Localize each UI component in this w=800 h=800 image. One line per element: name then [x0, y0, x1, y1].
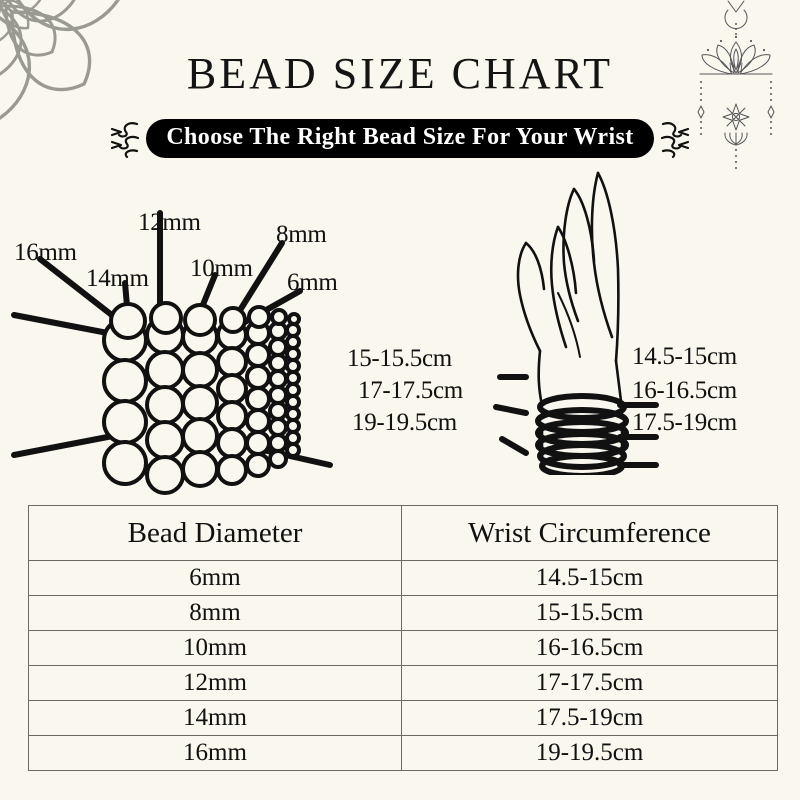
cell-bead-diameter: 12mm [28, 665, 402, 701]
cell-bead-diameter: 10mm [28, 630, 402, 666]
table-row: 10mm 16-16.5cm [28, 630, 778, 666]
bead-label-10mm: 10mm [190, 255, 253, 282]
wrist-label-left-15-15.5cm: 15-15.5cm [347, 345, 452, 372]
cell-bead-diameter: 8mm [28, 595, 402, 631]
table-row: 8mm 15-15.5cm [28, 595, 778, 631]
header-bead-diameter: Bead Diameter [28, 505, 402, 561]
flourish-left-icon [110, 118, 144, 159]
cell-wrist-circumference: 14.5-15cm [401, 560, 778, 596]
subtitle-text: Choose The Right Bead Size For Your Wris… [146, 118, 654, 158]
table-row: 6mm 14.5-15cm [28, 560, 778, 596]
cell-wrist-circumference: 16-16.5cm [401, 630, 778, 666]
hand-with-bracelets-illustration [516, 171, 659, 475]
bead-cluster-illustration [11, 210, 333, 495]
cell-wrist-circumference: 17-17.5cm [401, 665, 778, 701]
subtitle-banner: Choose The Right Bead Size For Your Wris… [0, 115, 800, 161]
page-title: BEAD SIZE CHART [186, 49, 614, 98]
cell-wrist-circumference: 15-15.5cm [401, 595, 778, 631]
wrist-label-right-14.5-15cm: 14.5-15cm [632, 343, 737, 370]
cell-bead-diameter: 14mm [28, 700, 402, 736]
table-row: 12mm 17-17.5cm [28, 665, 778, 701]
table-row: 14mm 17.5-19cm [28, 700, 778, 736]
wrist-label-left-19-19.5cm: 19-19.5cm [352, 409, 457, 436]
bead-label-6mm: 6mm [287, 269, 338, 296]
bead-label-8mm: 8mm [276, 221, 327, 248]
wrist-left-leader-lines [493, 374, 529, 456]
flourish-right-icon [656, 118, 690, 159]
bead-label-12mm: 12mm [138, 209, 201, 236]
wrist-label-left-17-17.5cm: 17-17.5cm [358, 377, 463, 404]
bead-label-14mm: 14mm [86, 265, 149, 292]
table-row: 16mm 19-19.5cm [28, 735, 778, 771]
bead-size-table: Bead Diameter Wrist Circumference 6mm 14… [28, 505, 778, 771]
cell-bead-diameter: 16mm [28, 735, 402, 771]
cell-wrist-circumference: 19-19.5cm [401, 735, 778, 771]
table-header-row: Bead Diameter Wrist Circumference [28, 505, 778, 561]
bead-label-16mm: 16mm [14, 239, 77, 266]
cell-bead-diameter: 6mm [28, 560, 402, 596]
wrist-label-right-17.5-19cm: 17.5-19cm [632, 409, 737, 436]
wrist-label-right-16-16.5cm: 16-16.5cm [632, 377, 737, 404]
cell-wrist-circumference: 17.5-19cm [401, 700, 778, 736]
header-wrist-circumference: Wrist Circumference [401, 505, 778, 561]
diagram-area: 16mm 14mm 12mm 10mm 8mm 6mm [0, 165, 800, 495]
